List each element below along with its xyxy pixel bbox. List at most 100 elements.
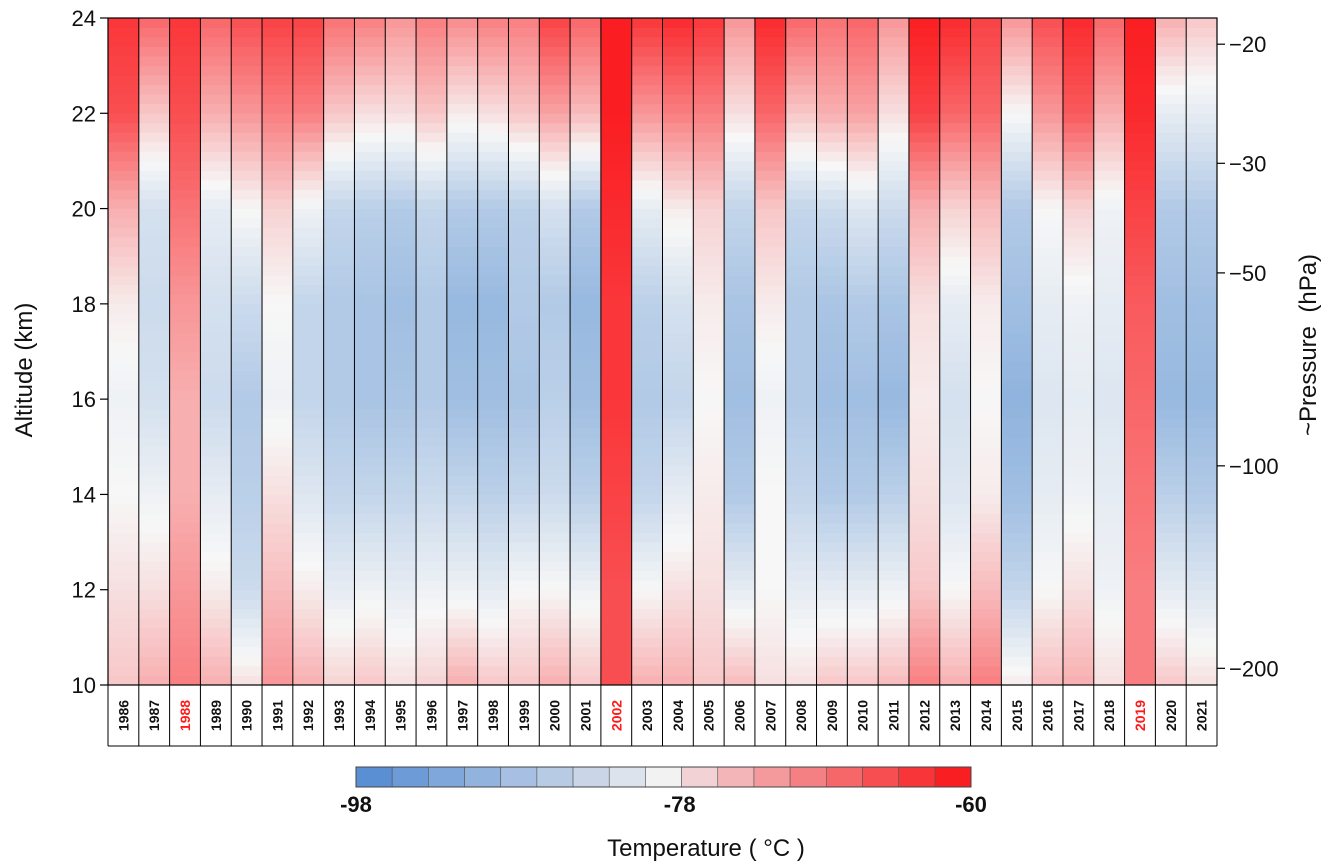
heat-cell bbox=[1093, 132, 1125, 143]
heat-cell bbox=[1093, 265, 1125, 276]
heat-cell bbox=[754, 627, 787, 638]
heat-cell bbox=[970, 570, 1002, 581]
heat-cell bbox=[1032, 18, 1064, 28]
heat-cell bbox=[693, 475, 725, 486]
year-column-1989 bbox=[200, 18, 232, 686]
heat-cell bbox=[446, 484, 479, 495]
heat-cell bbox=[662, 246, 694, 257]
heat-cell bbox=[200, 465, 232, 476]
heat-cell bbox=[878, 618, 910, 629]
heat-cell bbox=[1001, 675, 1033, 686]
heat-cell bbox=[292, 294, 325, 305]
heat-cell bbox=[262, 265, 294, 276]
heat-cell bbox=[1124, 218, 1156, 229]
heat-cell bbox=[1155, 170, 1187, 181]
heat-cell bbox=[539, 46, 571, 57]
heat-cell bbox=[878, 46, 910, 57]
heat-cell bbox=[908, 189, 941, 200]
heat-cell bbox=[200, 446, 232, 457]
heat-cell bbox=[1155, 65, 1187, 76]
heat-cell bbox=[108, 399, 140, 410]
heat-cell bbox=[231, 151, 263, 162]
heat-cell bbox=[1124, 313, 1156, 324]
heat-cell bbox=[847, 322, 879, 333]
heat-cell bbox=[1186, 265, 1218, 276]
heat-cell bbox=[724, 18, 756, 28]
heat-cell bbox=[385, 408, 417, 419]
heat-cell bbox=[292, 227, 325, 238]
heat-cell bbox=[785, 103, 817, 114]
heat-cell bbox=[631, 332, 663, 343]
heat-cell bbox=[724, 427, 756, 438]
heat-cell bbox=[693, 313, 725, 324]
heat-cell bbox=[570, 503, 602, 514]
heat-cell bbox=[169, 218, 201, 229]
heat-cell bbox=[785, 580, 817, 591]
heat-cell bbox=[939, 94, 971, 105]
heat-cell bbox=[1124, 332, 1156, 343]
heat-cell bbox=[908, 380, 941, 391]
heat-cell bbox=[508, 151, 540, 162]
heat-cell bbox=[262, 551, 294, 562]
heat-cell bbox=[847, 370, 879, 381]
heat-cell bbox=[1186, 84, 1218, 95]
heat-cell bbox=[908, 513, 941, 524]
heat-cell bbox=[138, 465, 171, 476]
heat-cell bbox=[939, 189, 971, 200]
heat-cell bbox=[1032, 94, 1064, 105]
heat-cell bbox=[570, 246, 602, 257]
heat-cell bbox=[847, 189, 879, 200]
heat-cell bbox=[354, 151, 386, 162]
heat-cell bbox=[231, 256, 263, 267]
heat-cell bbox=[446, 494, 479, 505]
heat-cell bbox=[847, 294, 879, 305]
heat-cell bbox=[754, 160, 787, 171]
heat-cell bbox=[939, 599, 971, 610]
heat-cell bbox=[662, 380, 694, 391]
year-column-2004 bbox=[662, 18, 694, 686]
heat-cell bbox=[292, 523, 325, 533]
heat-cell bbox=[262, 465, 294, 476]
heat-cell bbox=[600, 208, 633, 219]
heat-cell bbox=[1155, 227, 1187, 238]
heat-cell bbox=[1186, 608, 1218, 619]
heat-cell bbox=[138, 37, 171, 47]
heat-cell bbox=[662, 599, 694, 610]
heat-cell bbox=[1062, 303, 1095, 314]
heat-cell bbox=[1186, 484, 1218, 495]
heat-cell bbox=[385, 361, 417, 371]
heat-cell bbox=[508, 503, 540, 514]
heat-cell bbox=[169, 408, 201, 419]
heat-cell bbox=[970, 456, 1002, 467]
heat-cell bbox=[108, 313, 140, 324]
heat-cell bbox=[816, 132, 848, 143]
altitude-tick-label: 10 bbox=[72, 673, 96, 698]
heat-cell bbox=[600, 427, 633, 438]
heat-cell bbox=[539, 341, 571, 352]
heat-cell bbox=[878, 37, 910, 47]
heat-cell bbox=[631, 75, 663, 86]
heat-cell bbox=[231, 18, 263, 28]
heat-cell bbox=[539, 189, 571, 200]
heat-cell bbox=[1186, 218, 1218, 229]
heat-cell bbox=[292, 113, 325, 124]
heat-cell bbox=[385, 170, 417, 181]
altitude-tick-label: 12 bbox=[72, 578, 96, 603]
heat-cell bbox=[1001, 532, 1033, 543]
heat-cell bbox=[662, 675, 694, 686]
heat-cell bbox=[1032, 513, 1064, 524]
heat-cell bbox=[939, 227, 971, 238]
heat-cell bbox=[878, 303, 910, 314]
heat-cell bbox=[323, 523, 355, 533]
heat-cell bbox=[292, 475, 325, 486]
heat-cell bbox=[878, 170, 910, 181]
heat-cell bbox=[292, 446, 325, 457]
heat-cell bbox=[970, 656, 1002, 667]
heat-cell bbox=[600, 160, 633, 171]
heat-cell bbox=[354, 437, 386, 448]
heat-cell bbox=[169, 151, 201, 162]
heat-cell bbox=[200, 608, 232, 619]
pressure-tick-label: −100 bbox=[1229, 454, 1279, 479]
heat-cell bbox=[693, 94, 725, 105]
heat-cell bbox=[385, 665, 417, 676]
